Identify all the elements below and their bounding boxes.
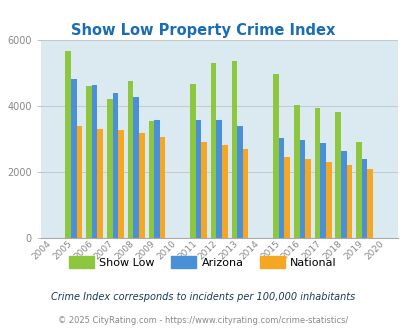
Text: © 2025 CityRating.com - https://www.cityrating.com/crime-statistics/: © 2025 CityRating.com - https://www.city… [58, 315, 347, 325]
Bar [242, 148, 248, 238]
Bar [340, 151, 346, 238]
Bar [231, 61, 237, 238]
Bar [86, 86, 92, 238]
Bar [346, 165, 352, 238]
Bar [159, 137, 165, 238]
Bar [133, 97, 139, 238]
Bar [139, 133, 144, 238]
Bar [154, 120, 159, 238]
Bar [325, 162, 331, 238]
Bar [320, 143, 325, 238]
Bar [65, 51, 71, 238]
Bar [190, 84, 195, 238]
Bar [361, 159, 367, 238]
Bar [107, 99, 112, 238]
Bar [222, 145, 227, 238]
Bar [71, 79, 77, 238]
Legend: Show Low, Arizona, National: Show Low, Arizona, National [65, 251, 340, 272]
Bar [77, 126, 82, 238]
Bar [97, 129, 103, 238]
Bar [216, 120, 222, 238]
Bar [299, 140, 305, 238]
Bar [148, 121, 154, 238]
Bar [195, 120, 201, 238]
Bar [305, 159, 310, 238]
Bar [367, 169, 372, 238]
Text: Crime Index corresponds to incidents per 100,000 inhabitants: Crime Index corresponds to incidents per… [51, 292, 354, 302]
Bar [284, 157, 289, 238]
Text: Show Low Property Crime Index: Show Low Property Crime Index [70, 23, 335, 38]
Bar [210, 63, 216, 238]
Bar [314, 108, 320, 238]
Bar [355, 142, 361, 238]
Bar [92, 85, 97, 238]
Bar [293, 105, 299, 238]
Bar [335, 112, 340, 238]
Bar [118, 130, 124, 238]
Bar [278, 138, 284, 238]
Bar [128, 81, 133, 238]
Bar [273, 74, 278, 238]
Bar [201, 142, 207, 238]
Bar [237, 126, 242, 238]
Bar [112, 93, 118, 238]
